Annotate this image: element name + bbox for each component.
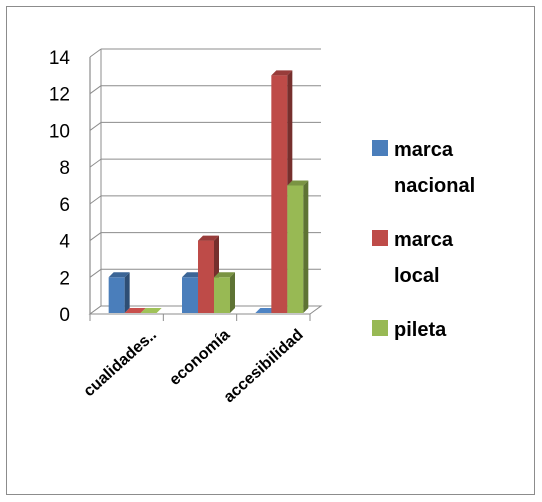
y-tick-label: 14	[49, 48, 71, 69]
legend-item: marca local	[372, 229, 454, 287]
bar-top	[214, 272, 235, 278]
bar-flat	[140, 308, 162, 313]
bar-pileta	[214, 272, 235, 313]
legend-label: marca	[394, 229, 454, 251]
legend: marca nacional marca local pileta	[372, 139, 475, 341]
legend-item: marca nacional	[372, 139, 475, 197]
legend-label: nacional	[394, 175, 475, 197]
bar-side	[124, 272, 130, 313]
legend-label: pileta	[394, 319, 447, 341]
bar-front	[287, 185, 304, 313]
bar-front	[108, 277, 125, 313]
bar-pileta	[140, 308, 162, 313]
bar-flat	[255, 308, 277, 313]
y-tick-label: 4	[59, 232, 70, 253]
bar-top	[108, 272, 130, 278]
bar-front	[182, 277, 198, 313]
bars	[108, 70, 309, 313]
legend-swatch	[372, 230, 388, 246]
gridline-edge	[89, 122, 102, 131]
bar-side	[303, 180, 309, 313]
chart-frame	[6, 6, 535, 495]
legend-label: local	[394, 265, 440, 287]
y-tick-labels: 0 2 4 6 8 10 12 14	[49, 48, 71, 326]
bar-marca-nacional	[255, 308, 277, 313]
gridline-edge	[89, 85, 102, 95]
bar-front	[214, 277, 230, 313]
category-label: economía	[166, 326, 233, 389]
bar-top	[198, 235, 219, 241]
bar-marca-local	[124, 308, 146, 313]
y-tick-label: 6	[59, 195, 70, 216]
gridline-edge	[89, 195, 102, 205]
gridline-edge	[89, 232, 102, 241]
bar-top	[287, 180, 309, 186]
bar-front	[271, 75, 288, 313]
gridline-edge	[89, 268, 102, 278]
y-tick-label: 12	[49, 85, 70, 106]
bar-pileta	[287, 180, 309, 313]
y-tick-label: 8	[59, 158, 70, 179]
y-tick-label: 0	[59, 305, 70, 326]
bar-front	[198, 240, 214, 313]
gridline-edge	[89, 158, 102, 168]
legend-swatch	[372, 140, 388, 156]
legend-label: marca	[394, 139, 454, 161]
legend-item: pileta	[372, 319, 447, 341]
bar-top	[182, 272, 203, 278]
category-label: cualidades..	[81, 326, 160, 400]
bar-flat	[124, 308, 146, 313]
legend-swatch	[372, 320, 388, 336]
bar-top	[271, 70, 293, 76]
y-tick-label: 10	[49, 121, 70, 142]
category-label: accesibilidad	[221, 326, 307, 406]
bar-marca-nacional	[108, 272, 130, 313]
gridline-edge	[89, 48, 102, 58]
y-tick-label: 2	[59, 268, 70, 289]
bar-side	[230, 272, 235, 313]
